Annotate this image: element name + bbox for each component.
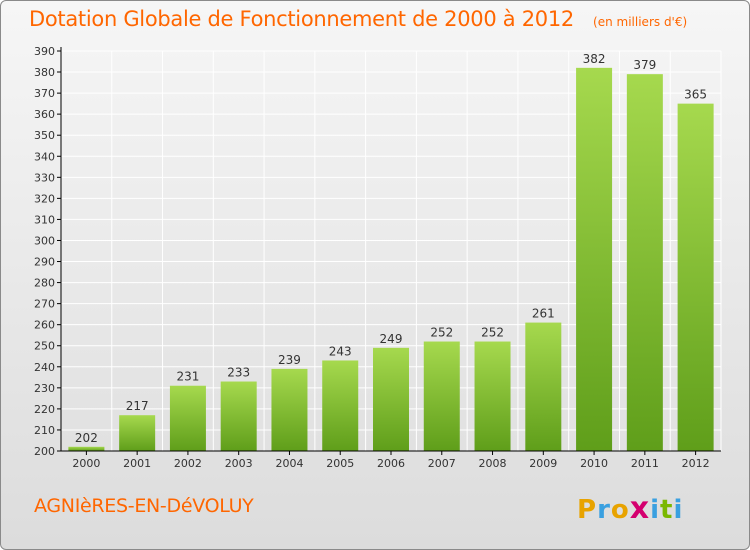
y-tick-label: 320 — [34, 192, 55, 205]
title-row: Dotation Globale de Fonctionnement de 20… — [29, 7, 687, 31]
logo-letter: i — [650, 495, 661, 525]
chart-title: Dotation Globale de Fonctionnement de 20… — [29, 7, 574, 31]
x-tick-label: 2008 — [479, 457, 507, 470]
bar-value-label: 261 — [532, 307, 555, 321]
labels: 200 210 220 230 240 250 260 270 280 290 300 310 320 3… — [34, 45, 710, 470]
axes — [57, 47, 721, 455]
bar — [322, 360, 359, 451]
logo-letter: r — [597, 495, 611, 525]
bars — [68, 67, 714, 451]
y-tick-label: 270 — [34, 298, 55, 311]
bar-value-label: 233 — [227, 366, 250, 380]
bar — [525, 322, 562, 451]
bar — [220, 381, 257, 451]
x-tick-label: 2001 — [123, 457, 151, 470]
x-tick-label: 2002 — [174, 457, 202, 470]
bar-value-label: 252 — [430, 326, 453, 340]
y-tick-label: 370 — [34, 87, 55, 100]
bar — [119, 415, 156, 451]
x-tick-label: 2004 — [275, 457, 303, 470]
bar-value-label: 365 — [684, 88, 707, 102]
bar — [271, 368, 308, 451]
logo-letter: P — [577, 495, 598, 525]
bar-value-label: 379 — [633, 58, 656, 72]
bar-value-label: 249 — [380, 332, 403, 346]
y-tick-label: 330 — [34, 171, 55, 184]
bar — [474, 341, 511, 451]
x-tick-label: 2012 — [682, 457, 710, 470]
y-tick-label: 280 — [34, 277, 55, 290]
proxiti-logo[interactable]: Proxiti — [577, 491, 683, 526]
bar — [373, 347, 409, 451]
x-tick-label: 2000 — [72, 457, 100, 470]
bar-value-label: 239 — [278, 353, 301, 367]
bar-value-label: 382 — [583, 52, 606, 66]
y-tick-label: 230 — [34, 382, 55, 395]
y-tick-label: 380 — [34, 66, 55, 79]
chart-subtitle: (en milliers d'€) — [593, 15, 688, 29]
bar — [677, 103, 714, 451]
bar — [626, 74, 663, 451]
bar-value-label: 252 — [481, 326, 504, 340]
y-tick-label: 360 — [34, 108, 55, 121]
logo-letter: i — [673, 495, 684, 525]
logo-letter: t — [660, 495, 674, 525]
logo-letter: o — [610, 495, 630, 525]
bar-value-label: 217 — [126, 399, 149, 413]
y-tick-label: 290 — [34, 256, 55, 269]
bar-value-label: 231 — [176, 370, 199, 384]
bar — [423, 341, 460, 451]
bar-value-label: 243 — [329, 344, 352, 358]
bar — [68, 446, 105, 451]
bar — [576, 67, 613, 451]
y-tick-label: 390 — [34, 45, 55, 58]
y-tick-label: 300 — [34, 234, 55, 247]
logo-letter: x — [629, 491, 651, 526]
y-tick-label: 200 — [34, 445, 55, 458]
x-tick-label: 2006 — [377, 457, 405, 470]
x-tick-label: 2003 — [225, 457, 253, 470]
bar — [169, 385, 206, 451]
y-tick-label: 220 — [34, 403, 55, 416]
x-tick-label: 2009 — [529, 457, 557, 470]
x-tick-label: 2005 — [326, 457, 354, 470]
bar-value-label: 202 — [75, 431, 98, 445]
y-tick-label: 210 — [34, 424, 55, 437]
y-tick-label: 240 — [34, 361, 55, 374]
y-tick-label: 260 — [34, 319, 55, 332]
commune-name: AGNIèRES-EN-DéVOLUY — [34, 495, 254, 517]
x-tick-label: 2011 — [631, 457, 659, 470]
x-tick-label: 2007 — [428, 457, 456, 470]
y-tick-label: 250 — [34, 340, 55, 353]
y-tick-label: 310 — [34, 213, 55, 226]
y-tick-label: 350 — [34, 129, 55, 142]
y-tick-label: 340 — [34, 150, 55, 163]
x-tick-label: 2010 — [580, 457, 608, 470]
